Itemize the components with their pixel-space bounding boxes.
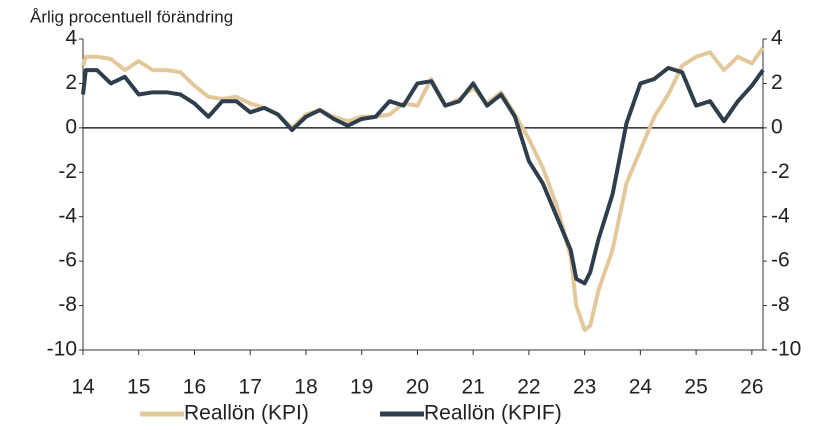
x-tick-label: 17 xyxy=(239,376,262,399)
y-tick-label: 2 xyxy=(65,71,77,94)
y-tick-label: 4 xyxy=(65,27,77,50)
x-tick-label: 16 xyxy=(183,376,206,399)
x-tick-label: 26 xyxy=(740,376,763,399)
y-tick-label: 0 xyxy=(65,115,77,138)
y-tick-label: -4 xyxy=(58,204,77,227)
x-tick-label: 14 xyxy=(71,376,95,399)
legend-label: Reallön (KPI) xyxy=(184,402,309,425)
y-tick-label: -2 xyxy=(58,160,77,183)
y2-tick-label: -6 xyxy=(771,249,790,272)
y2-tick-label: -8 xyxy=(771,293,790,316)
series-line xyxy=(81,65,765,286)
x-tick-label: 21 xyxy=(461,376,484,399)
y-tick-label: -8 xyxy=(58,293,77,316)
x-tick-label: 24 xyxy=(629,376,653,399)
y2-tick-label: 2 xyxy=(771,71,783,94)
x-tick-label: 18 xyxy=(294,376,317,399)
y2-tick-label: -2 xyxy=(771,160,790,183)
y2-tick-label: 0 xyxy=(771,115,783,138)
x-tick-label: 23 xyxy=(573,376,596,399)
y2-tick-label: -10 xyxy=(771,338,801,361)
y-tick-label: -6 xyxy=(58,249,77,272)
x-tick-label: 19 xyxy=(350,376,373,399)
y2-tick-label: 4 xyxy=(771,27,783,50)
x-tick-label: 25 xyxy=(684,376,707,399)
y-tick-label: -10 xyxy=(47,338,77,361)
x-tick-label: 15 xyxy=(127,376,150,399)
legend-label: Reallön (KPIF) xyxy=(424,402,562,425)
x-tick-label: 20 xyxy=(406,376,429,399)
series-line xyxy=(81,46,765,333)
y2-tick-label: -4 xyxy=(771,204,790,227)
chart-subtitle: Årlig procentuell förändring xyxy=(30,7,233,26)
x-tick-label: 22 xyxy=(517,376,540,399)
